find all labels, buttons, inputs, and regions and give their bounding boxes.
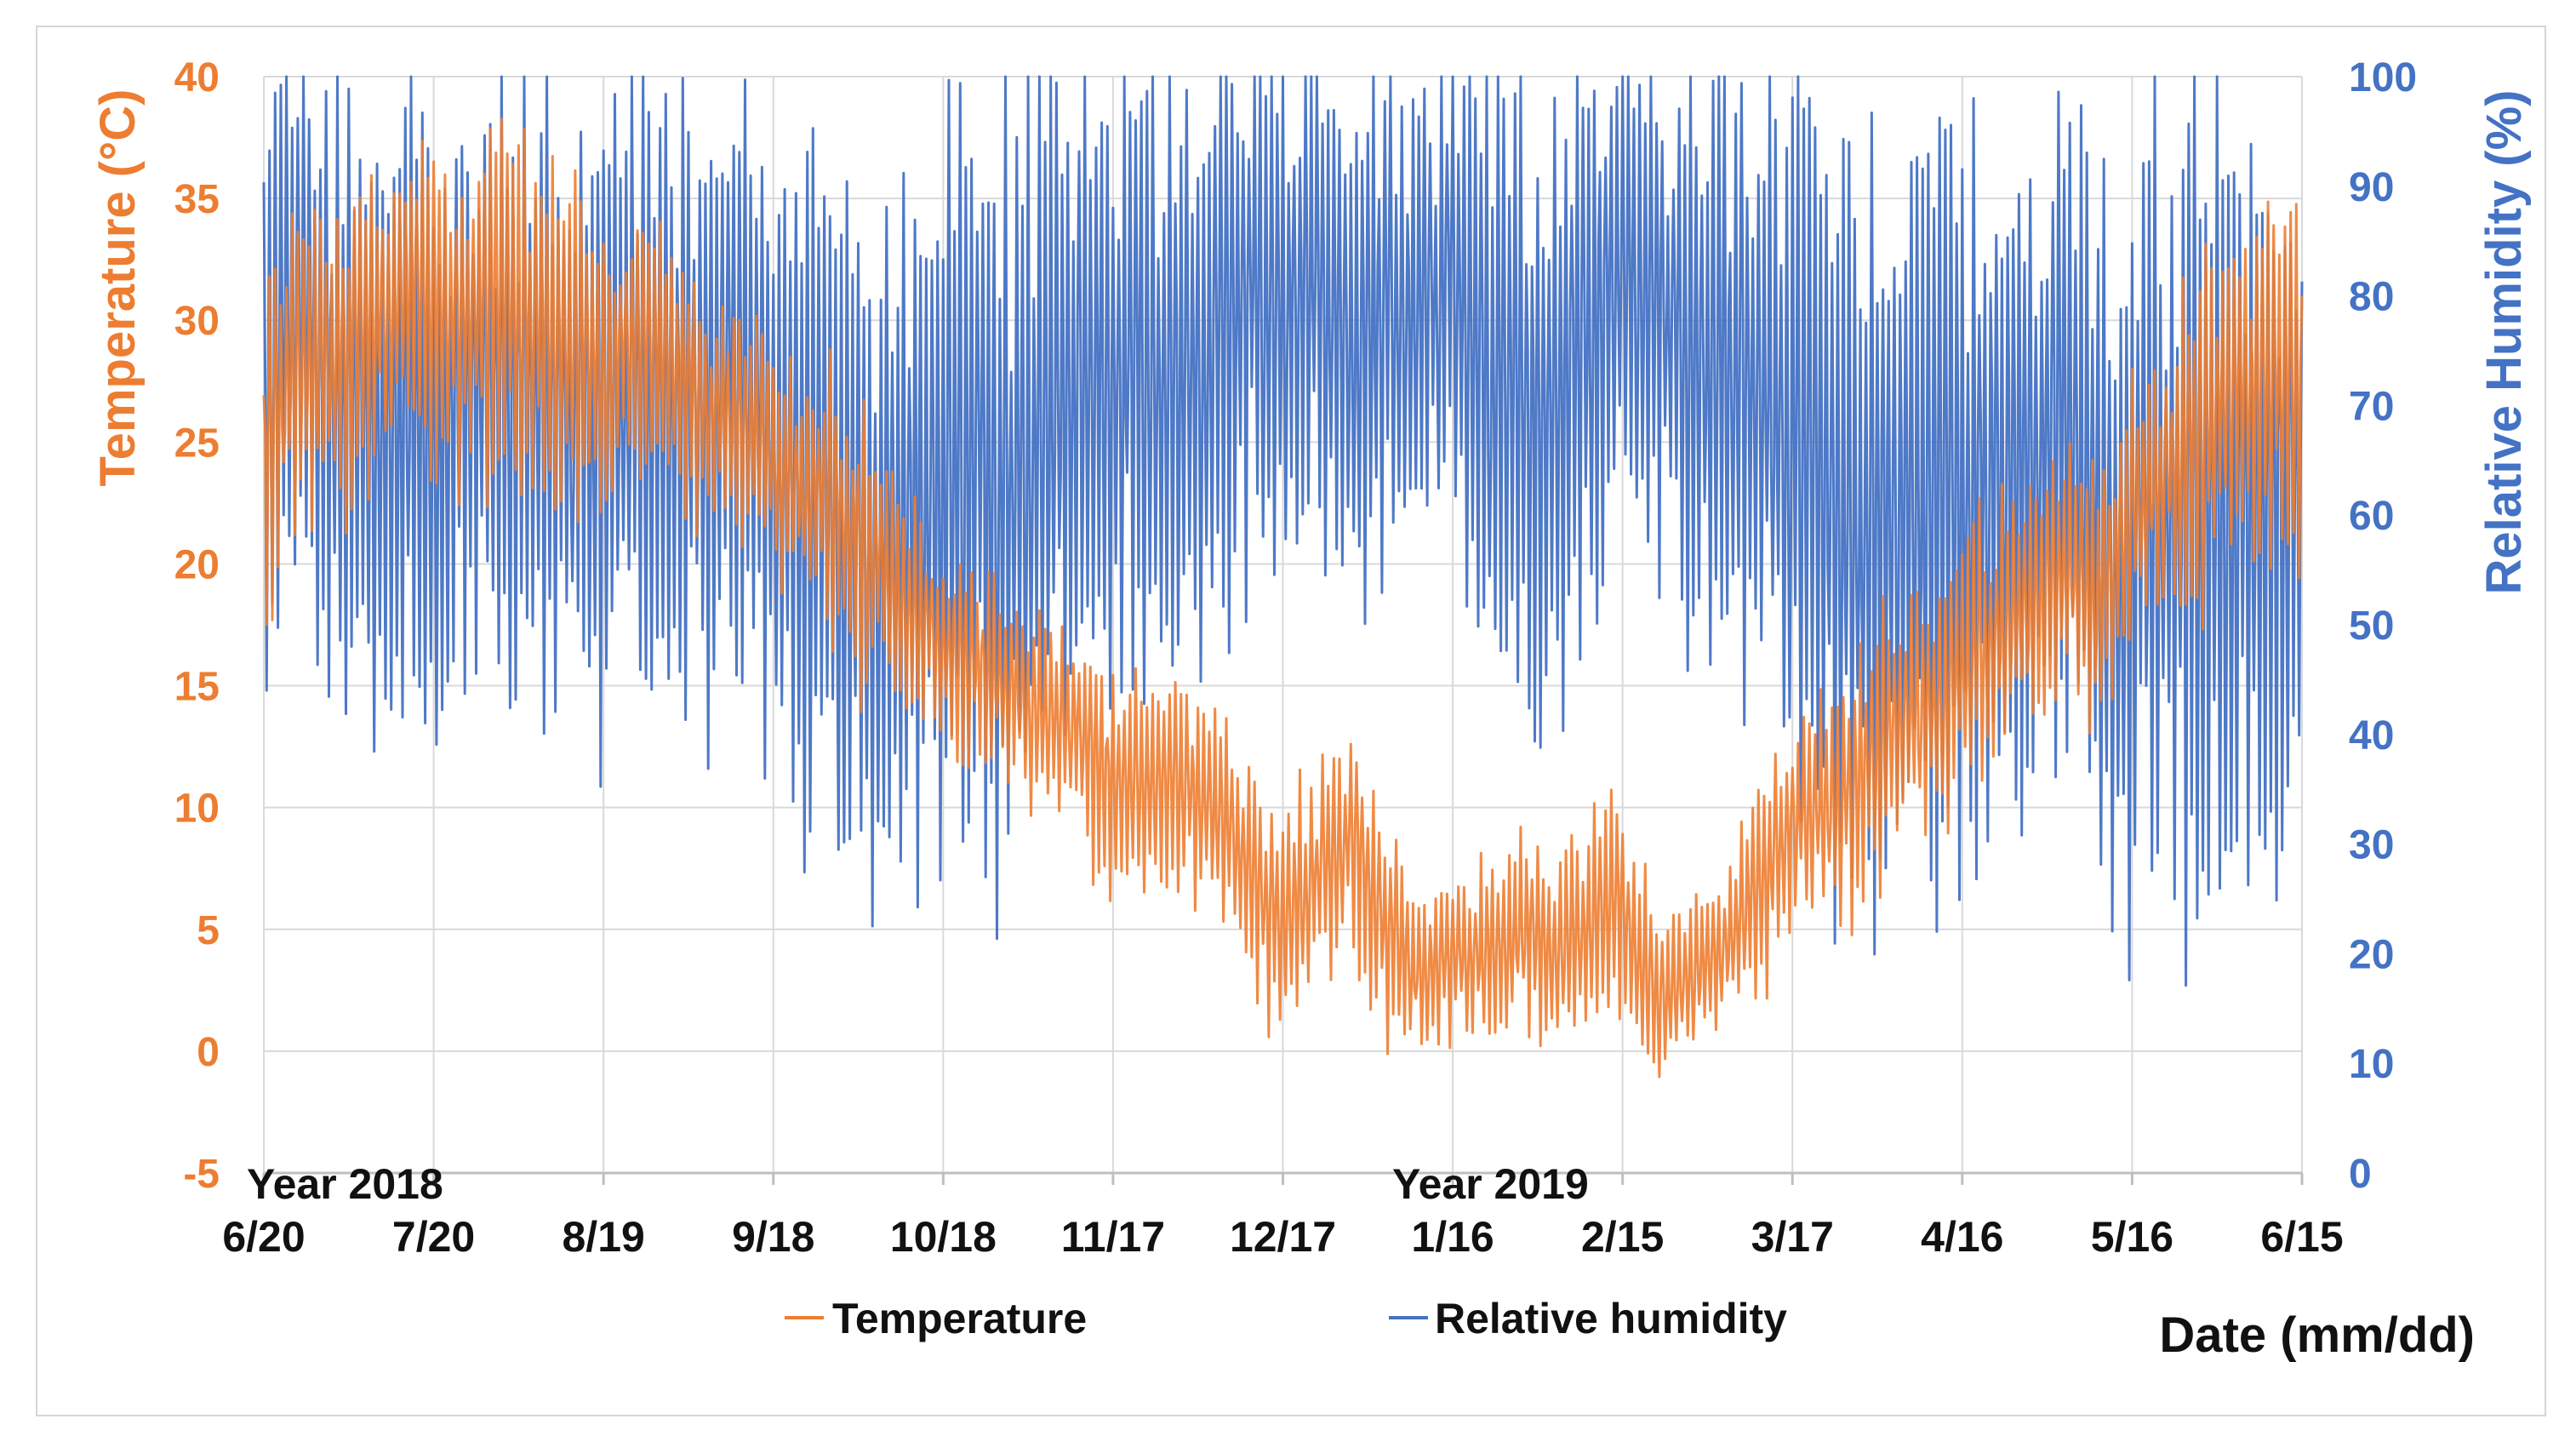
right-tick-label: 30 xyxy=(2349,823,2394,868)
annotation-year-2018: Year 2018 xyxy=(247,1160,443,1208)
legend-label-humidity: Relative humidity xyxy=(1435,1295,1787,1342)
left-tick-label: 0 xyxy=(197,1030,220,1075)
left-axis-ticks: -5 0 5 10 15 20 25 30 35 40 xyxy=(174,55,220,1197)
temperature-series-line xyxy=(262,117,2304,1079)
left-tick-label: -5 xyxy=(183,1152,220,1197)
right-tick-label: 50 xyxy=(2349,604,2394,649)
left-tick-label: 10 xyxy=(174,787,220,832)
x-axis-title: Date (mm/dd) xyxy=(2159,1308,2475,1363)
x-tick-label: 6/20 xyxy=(222,1213,305,1261)
left-tick-label: 40 xyxy=(174,55,220,100)
right-tick-label: 70 xyxy=(2349,384,2394,429)
right-tick-label: 90 xyxy=(2349,165,2394,210)
plot-area xyxy=(264,1171,2302,1175)
right-tick-label: 40 xyxy=(2349,713,2394,758)
legend: Temperature Relative humidity xyxy=(785,1295,1787,1342)
x-tick-label: 8/19 xyxy=(563,1213,645,1261)
left-tick-label: 25 xyxy=(174,421,220,466)
series-layer xyxy=(262,75,2304,1079)
left-axis-title: Temperature (°C) xyxy=(90,89,146,487)
right-axis-ticks: 0 10 20 30 40 50 60 70 80 90 100 xyxy=(2349,55,2417,1197)
right-tick-label: 0 xyxy=(2349,1152,2372,1197)
left-tick-label: 35 xyxy=(174,177,220,222)
annotation-year-2019: Year 2019 xyxy=(1392,1160,1589,1208)
right-axis-title: Relative Humidity (%) xyxy=(2476,90,2532,595)
x-axis-ticks: 6/20 7/20 8/19 9/18 10/18 11/17 12/17 1/16 2/15 3… xyxy=(222,1213,2343,1261)
x-tick-label: 5/16 xyxy=(2091,1213,2173,1261)
x-tick-label: 11/17 xyxy=(1061,1213,1165,1261)
left-tick-label: 15 xyxy=(174,665,220,710)
left-tick-label: 5 xyxy=(197,908,220,953)
right-tick-label: 60 xyxy=(2349,494,2394,539)
legend-label-temperature: Temperature xyxy=(832,1295,1087,1342)
x-tick-label: 6/15 xyxy=(2260,1213,2343,1261)
right-tick-label: 80 xyxy=(2349,275,2394,320)
humidity-series-line xyxy=(262,75,2304,987)
right-tick-label: 10 xyxy=(2349,1042,2394,1087)
left-tick-label: 30 xyxy=(174,299,220,344)
x-tick-label: 4/16 xyxy=(1921,1213,2003,1261)
x-tick-label: 7/20 xyxy=(392,1213,475,1261)
x-tick-label: 1/16 xyxy=(1411,1213,1494,1261)
chart-frame xyxy=(36,26,2546,1416)
right-tick-label: 100 xyxy=(2349,55,2417,100)
right-tick-label: 20 xyxy=(2349,932,2394,977)
x-tick-label: 3/17 xyxy=(1751,1213,1834,1261)
left-tick-label: 20 xyxy=(174,542,220,587)
x-tick-label: 9/18 xyxy=(732,1213,814,1261)
x-tick-label: 2/15 xyxy=(1581,1213,1664,1261)
x-tick-label: 12/17 xyxy=(1230,1213,1336,1261)
x-tick-label: 10/18 xyxy=(890,1213,997,1261)
